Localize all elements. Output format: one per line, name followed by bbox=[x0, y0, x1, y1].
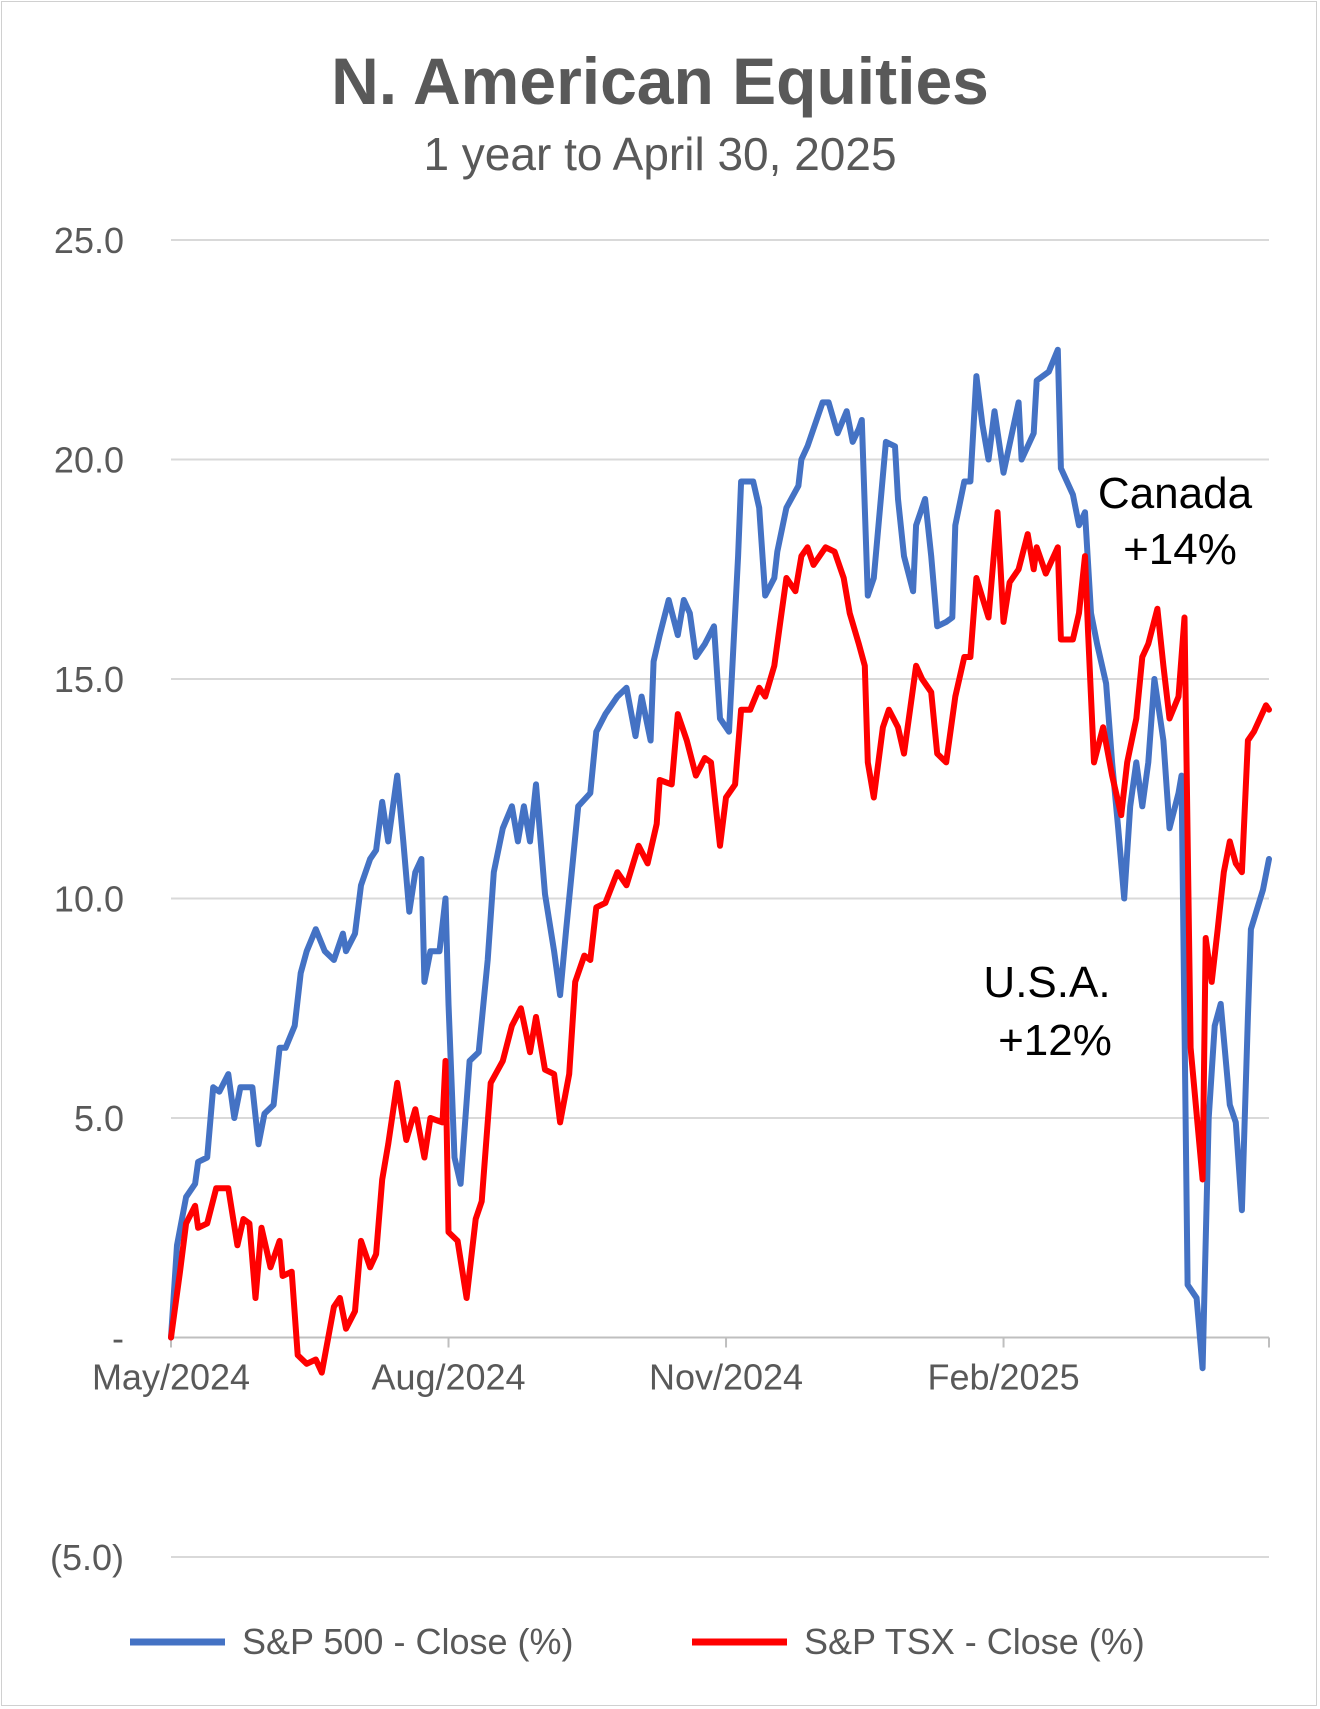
x-tick-label: May/2024 bbox=[92, 1357, 250, 1398]
y-tick-label: 10.0 bbox=[54, 879, 124, 920]
y-tick-label: 15.0 bbox=[54, 659, 124, 700]
x-tick-label: Feb/2025 bbox=[927, 1357, 1079, 1398]
annotation-usa-label: U.S.A. bbox=[983, 958, 1110, 1007]
y-tick-label: 20.0 bbox=[54, 440, 124, 481]
y-tick-label: (5.0) bbox=[50, 1537, 124, 1578]
x-tick-label: Nov/2024 bbox=[649, 1357, 803, 1398]
annotation-canada-value: +14% bbox=[1123, 525, 1237, 574]
gridlines bbox=[171, 239, 1269, 1558]
series-line-tsx bbox=[168, 509, 1272, 1376]
series-lines bbox=[168, 346, 1272, 1376]
legend-label-tsx: S&P TSX - Close (%) bbox=[804, 1621, 1145, 1662]
y-tick-label: - bbox=[112, 1318, 124, 1359]
legend-label-sp500: S&P 500 - Close (%) bbox=[242, 1621, 573, 1662]
chart-title: N. American Equities bbox=[331, 44, 989, 118]
series-line-sp500 bbox=[168, 346, 1272, 1372]
y-axis-ticks: 25.0 20.0 15.0 10.0 5.0 - (5.0) bbox=[50, 220, 124, 1578]
annotation-canada-label: Canada bbox=[1098, 469, 1253, 518]
x-tick-label: Aug/2024 bbox=[371, 1357, 525, 1398]
chart-subtitle: 1 year to April 30, 2025 bbox=[423, 128, 896, 180]
y-tick-label: 5.0 bbox=[74, 1098, 124, 1139]
x-axis: May/2024 Aug/2024 Nov/2024 Feb/2025 bbox=[92, 1336, 1270, 1398]
y-tick-label: 25.0 bbox=[54, 220, 124, 261]
annotation-usa-value: +12% bbox=[998, 1016, 1112, 1065]
legend: S&P 500 - Close (%) S&P TSX - Close (%) bbox=[130, 1621, 1145, 1662]
